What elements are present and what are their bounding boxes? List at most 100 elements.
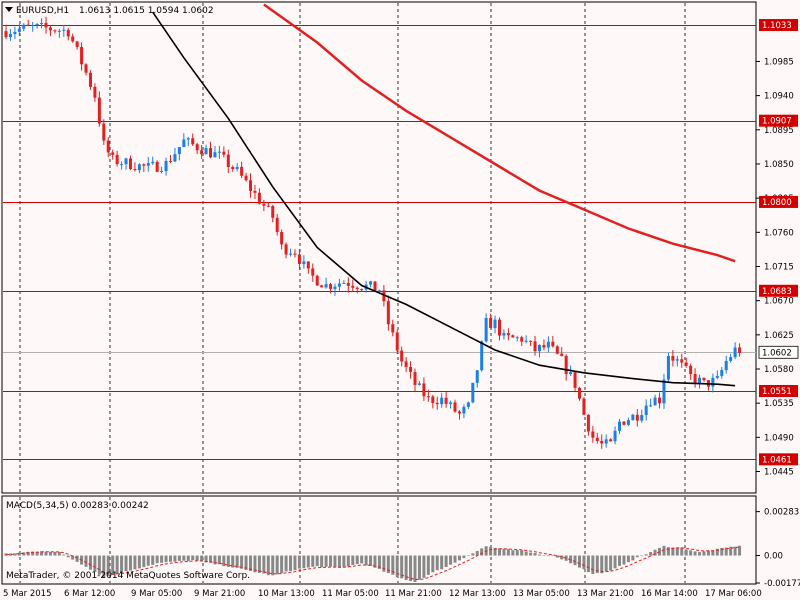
time-tick-label: 9 Mar 21:00	[194, 589, 245, 599]
ma-fast-line	[152, 11, 736, 387]
candle-body	[124, 158, 128, 165]
symbol-label: EURUSD,H1	[16, 6, 69, 16]
candle-body	[493, 319, 497, 329]
macd-bar	[511, 550, 515, 556]
candle-body	[386, 301, 390, 325]
chevron-down-icon[interactable]	[5, 7, 13, 12]
candle-body	[502, 333, 506, 336]
macd-bar	[395, 555, 399, 578]
candle-body	[666, 356, 670, 380]
candle-body	[649, 405, 653, 407]
macd-bar	[644, 554, 648, 556]
macd-bar	[671, 547, 675, 556]
candle-body	[653, 397, 657, 406]
macd-bar	[164, 555, 168, 563]
macd-bar	[128, 555, 132, 571]
macd-bar	[560, 555, 564, 560]
macd-bar	[306, 555, 310, 568]
macd-bar	[257, 555, 261, 573]
candle-body	[284, 244, 288, 255]
candle-body	[155, 161, 159, 172]
macd-bar	[231, 555, 235, 568]
macd-bar	[409, 555, 413, 582]
macd-bar	[262, 555, 266, 574]
candle-body	[115, 154, 119, 165]
macd-label: MACD(5,34,5) 0.00283 0.00242	[6, 501, 149, 511]
candle-body	[53, 30, 57, 32]
candle-body	[324, 284, 328, 288]
price-axis: 1.09851.09401.08951.08501.08051.07601.07…	[756, 19, 799, 477]
candle-body	[395, 332, 399, 351]
candle-body	[529, 340, 533, 342]
time-tick-label: 12 Mar 13:00	[449, 589, 506, 599]
candle-body	[466, 402, 470, 407]
candle-body	[249, 180, 253, 191]
macd-bar	[222, 555, 226, 567]
candle-body	[564, 355, 568, 375]
macd-axis: 0.00283 0.00 -0.00177	[756, 508, 800, 589]
macd-bar	[337, 555, 341, 568]
macd-bar	[609, 555, 613, 571]
macd-bar	[662, 545, 666, 556]
macd-bar	[457, 555, 461, 561]
candle-body	[48, 27, 52, 31]
candle-body	[84, 64, 88, 73]
candle-body	[204, 148, 208, 155]
candle-body	[106, 140, 110, 153]
candle-body	[551, 341, 555, 347]
candle-body	[373, 281, 377, 291]
macd-bar	[640, 555, 644, 557]
macd-bar	[271, 555, 275, 576]
current-price-text: 1.0602	[762, 348, 792, 358]
macd-bar	[537, 554, 541, 556]
macd-bar	[631, 555, 635, 561]
macd-bar	[546, 555, 550, 557]
macd-bar	[235, 555, 239, 568]
candle-body	[355, 287, 359, 290]
macd-bar	[551, 555, 555, 557]
candle-body	[600, 440, 604, 444]
vertical-grid	[19, 3, 686, 583]
candle-body	[164, 161, 168, 171]
candle-body	[35, 23, 39, 26]
price-tick-label: 1.0715	[764, 262, 794, 272]
macd-tick-label: 0.00283	[764, 508, 799, 518]
macd-bar	[289, 555, 293, 571]
candle-body	[693, 374, 697, 384]
macd-bar	[333, 555, 337, 568]
candle-body	[377, 290, 381, 292]
macd-tick-label: 0.00	[764, 552, 783, 562]
candle-body	[449, 402, 453, 404]
level-price-badge	[759, 195, 798, 208]
macd-bar	[329, 555, 333, 567]
macd-bar	[35, 551, 39, 556]
price-tick-label: 1.0625	[764, 331, 794, 341]
macd-bar	[591, 555, 595, 575]
candle-body	[17, 28, 21, 32]
level-price-text: 1.0800	[762, 198, 792, 208]
macd-bar	[302, 555, 306, 569]
candle-body	[71, 36, 75, 42]
macd-bar	[698, 552, 702, 556]
candle-body	[275, 217, 279, 233]
candle-body	[329, 284, 333, 289]
candle-body	[88, 72, 92, 87]
level-price-badge	[759, 114, 798, 127]
time-tick-label: 10 Mar 13:00	[258, 589, 315, 599]
price-tick-label: 1.0535	[764, 399, 794, 409]
candle-body	[733, 347, 737, 358]
macd-bar	[453, 555, 457, 563]
macd-bar	[622, 555, 626, 565]
macd-bar	[675, 547, 679, 556]
macd-bar	[200, 555, 204, 562]
candle-body	[128, 158, 132, 170]
candle-body	[662, 379, 666, 404]
candle-body	[546, 341, 550, 348]
candle-body	[22, 24, 26, 29]
macd-bar	[520, 550, 524, 556]
macd-bar	[364, 555, 368, 566]
macd-bar	[422, 555, 426, 578]
candle-body	[342, 282, 346, 284]
macd-bar	[240, 555, 244, 569]
